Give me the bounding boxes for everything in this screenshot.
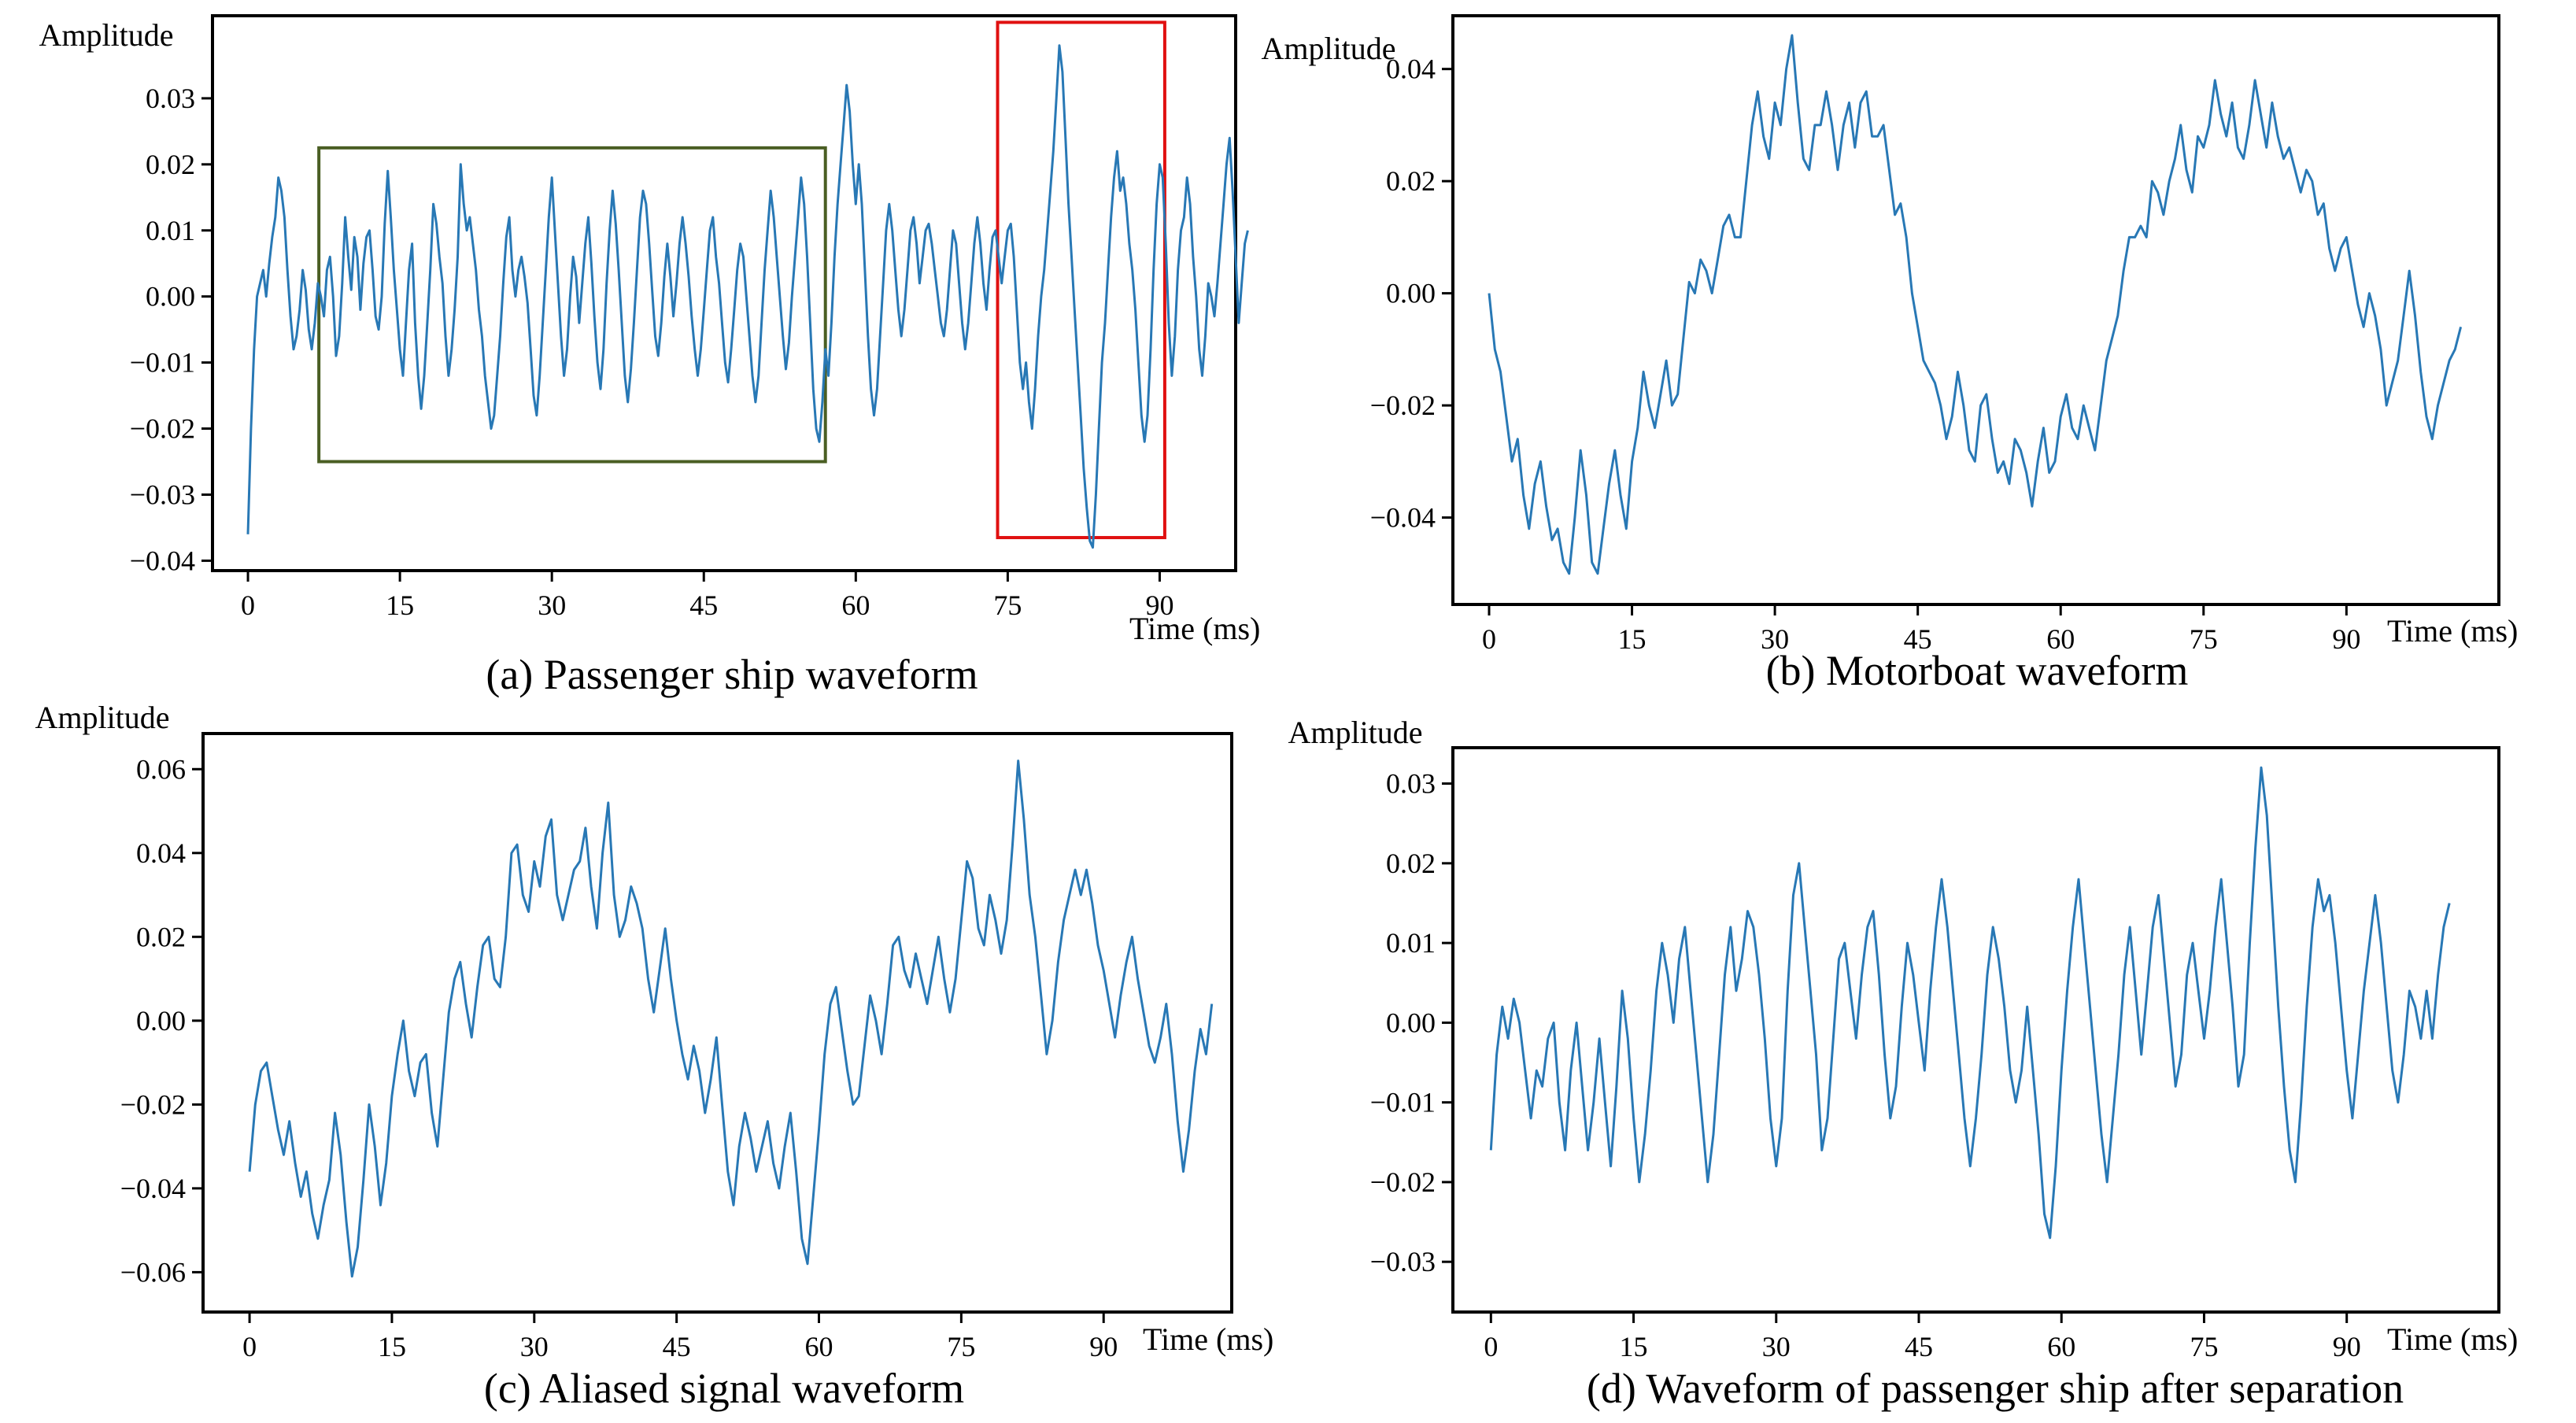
x-tick-label: 0 (1484, 1331, 1498, 1362)
series-line (1488, 34, 2463, 575)
panel-caption: (b) Motorboat waveform (1766, 647, 2189, 694)
panel-caption: (a) Passenger ship waveform (486, 651, 978, 698)
x-tick-label: 75 (947, 1331, 975, 1362)
plot-frame (211, 14, 1237, 572)
x-tick-label: 30 (520, 1331, 549, 1362)
y-tick-label: −0.03 (130, 479, 195, 510)
transient-segment-box (996, 20, 1166, 540)
highlight-layer (317, 20, 1166, 540)
x-tick-label: 90 (2333, 1331, 2361, 1362)
series-line (1489, 766, 2451, 1240)
x-tick-label: 45 (1904, 623, 1932, 655)
x-tick-label: 30 (1762, 1331, 1791, 1362)
y-tick-label: −0.06 (120, 1256, 186, 1288)
x-axis-label: Time (ms) (1129, 611, 1260, 646)
y-tick-label: 0.03 (1386, 768, 1436, 800)
x-tick-label: 45 (1905, 1331, 1933, 1362)
y-tick-label: −0.04 (130, 545, 195, 576)
series-line (246, 44, 1249, 549)
y-tick-label: −0.04 (1370, 502, 1436, 534)
y-tick-label: 0.02 (1386, 848, 1436, 879)
x-tick-label: 0 (241, 590, 255, 621)
panel-b: 0 15 30 45 60 75 90 0.04 0.02 0.00 −0.02 −0.04 Ampl… (1261, 14, 2518, 694)
x-axis-label: Time (ms) (2387, 613, 2518, 649)
y-tick-label: 0.02 (136, 921, 186, 952)
y-tick-label: −0.04 (120, 1173, 186, 1204)
ticks-layer: 0 15 30 45 60 75 90 0.03 0.02 0.01 0.00 −0.01 −0.02 −… (1370, 768, 2361, 1362)
y-tick-label: −0.03 (1370, 1246, 1436, 1277)
series-layer (246, 44, 1249, 549)
x-tick-label: 60 (805, 1331, 833, 1362)
x-tick-label: 45 (689, 590, 718, 621)
plot-frame (1451, 14, 2500, 606)
y-tick-label: 0.03 (146, 83, 195, 114)
x-tick-label: 90 (1145, 590, 1173, 621)
x-tick-label: 90 (2332, 623, 2360, 655)
y-tick-label: 0.04 (136, 837, 186, 869)
y-axis-label: Amplitude (1288, 715, 1422, 750)
x-tick-label: 30 (1761, 623, 1789, 655)
y-tick-label: −0.01 (130, 347, 195, 379)
x-tick-label: 75 (2190, 623, 2218, 655)
y-tick-label: −0.02 (1370, 1166, 1436, 1198)
x-tick-label: 15 (1620, 1331, 1648, 1362)
panel-caption: (d) Waveform of passenger ship after sep… (1587, 1365, 2404, 1412)
plot-frame (1451, 746, 2500, 1314)
y-tick-label: 0.06 (136, 753, 186, 785)
y-axis-label: Amplitude (35, 700, 169, 735)
y-tick-label: 0.02 (1386, 165, 1436, 197)
panel-d: 0 15 30 45 60 75 90 0.03 0.02 0.01 0.00 −0.01 −0.02 −… (1288, 715, 2518, 1412)
x-tick-label: 0 (1482, 623, 1496, 655)
ticks-layer: 0 15 30 45 60 75 90 0.03 0.02 0.01 0.00 −0.01 −0.02 −… (130, 83, 1174, 621)
panel-a: 0 15 30 45 60 75 90 0.03 0.02 0.01 0.00 −0.01 −0.02 −… (39, 14, 1260, 698)
panel-caption: (c) Aliased signal waveform (484, 1365, 964, 1412)
x-tick-label: 75 (2190, 1331, 2218, 1362)
x-tick-label: 45 (663, 1331, 691, 1362)
y-tick-label: −0.01 (1370, 1087, 1436, 1118)
x-tick-label: 15 (1618, 623, 1646, 655)
y-tick-label: 0.00 (1386, 1007, 1436, 1038)
plot-frame (201, 732, 1233, 1314)
x-tick-label: 15 (386, 590, 414, 621)
y-tick-label: −0.02 (130, 413, 195, 445)
series-layer (1489, 766, 2451, 1240)
x-tick-label: 15 (378, 1331, 406, 1362)
y-tick-label: 0.00 (136, 1005, 186, 1037)
y-tick-label: 0.01 (1386, 927, 1436, 959)
ticks-layer: 0 15 30 45 60 75 90 0.04 0.02 0.00 −0.02 −0.04 (1370, 54, 2361, 655)
x-tick-label: 60 (2046, 623, 2075, 655)
series-line (248, 760, 1214, 1278)
y-tick-label: −0.02 (120, 1089, 186, 1120)
panel-c: 0 15 30 45 60 75 90 0.06 0.04 0.02 0.00 −0.02 −0.04 −… (35, 700, 1273, 1412)
series-layer (248, 760, 1214, 1278)
steady-segment-box (317, 146, 827, 464)
x-tick-label: 0 (242, 1331, 257, 1362)
y-tick-label: 0.00 (146, 281, 195, 312)
x-axis-label: Time (ms) (2387, 1321, 2518, 1357)
y-tick-label: 0.00 (1386, 278, 1436, 309)
x-tick-label: 30 (538, 590, 566, 621)
series-layer (1488, 34, 2463, 575)
y-axis-label: Amplitude (39, 17, 173, 53)
y-axis-label: Amplitude (1261, 31, 1395, 66)
x-tick-label: 60 (841, 590, 870, 621)
y-tick-label: 0.01 (146, 215, 195, 246)
x-axis-label: Time (ms) (1143, 1321, 1273, 1357)
x-tick-label: 75 (993, 590, 1022, 621)
y-tick-label: 0.02 (146, 149, 195, 180)
y-tick-label: 0.04 (1386, 54, 1436, 85)
y-tick-label: −0.02 (1370, 390, 1436, 421)
x-tick-label: 90 (1089, 1331, 1118, 1362)
ticks-layer: 0 15 30 45 60 75 90 0.06 0.04 0.02 0.00 −0.02 −0.04 −… (120, 753, 1118, 1362)
x-tick-label: 60 (2047, 1331, 2075, 1362)
